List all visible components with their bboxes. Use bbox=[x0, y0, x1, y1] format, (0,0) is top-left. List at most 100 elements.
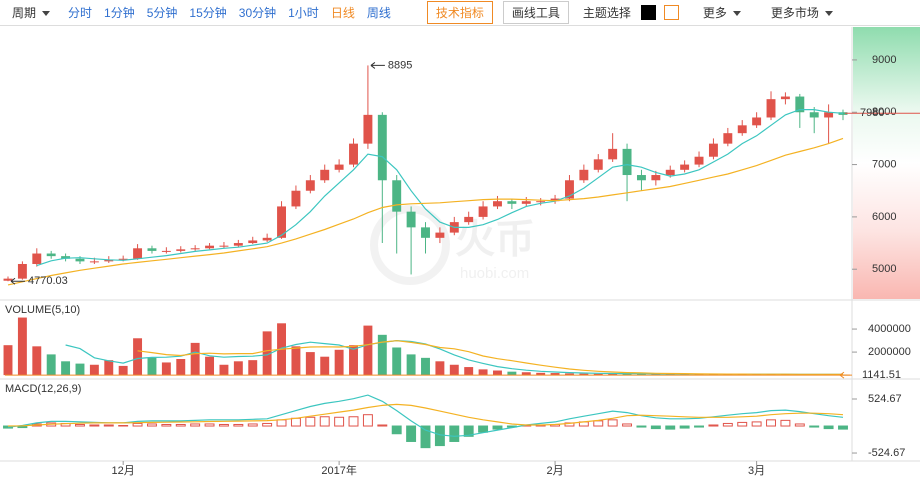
candle-body bbox=[680, 164, 690, 170]
macd-bar bbox=[823, 425, 834, 430]
volume-bar bbox=[219, 364, 229, 376]
macd-bar bbox=[722, 422, 733, 427]
volume-bar bbox=[118, 365, 128, 376]
y-tick-label: 4000000 bbox=[868, 323, 911, 335]
volume-bar bbox=[233, 361, 243, 376]
macd-bar bbox=[262, 422, 273, 427]
y-tick-label: 2000000 bbox=[868, 346, 911, 358]
volume-bar bbox=[550, 373, 560, 376]
macd-bar bbox=[305, 416, 316, 427]
volume-bar bbox=[262, 331, 272, 376]
macd-bar bbox=[319, 416, 330, 427]
interval-option[interactable]: 1分钟 bbox=[104, 6, 135, 20]
candle-body bbox=[766, 99, 776, 118]
min-label: 4770.03 bbox=[28, 275, 68, 287]
candle-body bbox=[622, 148, 632, 176]
interval-option[interactable]: 分时 bbox=[68, 6, 93, 20]
macd-bar bbox=[118, 425, 129, 427]
candle-body bbox=[277, 206, 286, 238]
watermark-site: huobi.com bbox=[460, 265, 529, 282]
macd-bar bbox=[406, 425, 417, 442]
volume-bar bbox=[291, 346, 301, 376]
volume-bar bbox=[593, 373, 603, 376]
volume-bar bbox=[32, 346, 42, 376]
watermark-logo bbox=[370, 205, 450, 285]
y-tick-label: -524.67 bbox=[868, 447, 905, 459]
last-price-label: 7980 bbox=[860, 107, 884, 119]
volume-last-label: 1141.51 bbox=[862, 369, 901, 381]
candle-body bbox=[32, 253, 42, 264]
interval-option[interactable]: 日线 bbox=[330, 6, 355, 20]
volume-bar bbox=[46, 354, 56, 376]
candle-body bbox=[665, 169, 675, 176]
macd-bar bbox=[362, 414, 373, 427]
candle-body bbox=[392, 180, 402, 212]
volume-average-line bbox=[137, 340, 844, 375]
volume-bar bbox=[104, 360, 114, 376]
macd-bar bbox=[377, 424, 388, 427]
candle-body bbox=[104, 259, 114, 262]
theme-label: 主题选择 bbox=[582, 6, 631, 20]
volume-bar bbox=[579, 373, 589, 376]
volume-bar bbox=[89, 364, 99, 376]
x-tick-label: 2月 bbox=[547, 465, 564, 477]
candle-body bbox=[349, 143, 358, 165]
candle-body bbox=[377, 114, 387, 181]
interval-option[interactable]: 15分钟 bbox=[189, 6, 227, 20]
candle-body bbox=[421, 227, 430, 238]
macd-bar bbox=[766, 419, 776, 427]
macd-bar bbox=[132, 422, 143, 427]
candle-body bbox=[651, 175, 661, 181]
macd-bar bbox=[247, 423, 258, 427]
theme-light[interactable] bbox=[663, 5, 679, 20]
macd-bar bbox=[650, 425, 661, 430]
volume-bar bbox=[636, 373, 646, 376]
volume-bar bbox=[248, 360, 258, 376]
macd-title: MACD(12,26,9) bbox=[5, 383, 81, 395]
candle-body bbox=[363, 114, 373, 144]
candle-body bbox=[89, 261, 99, 263]
theme-dark[interactable] bbox=[640, 5, 656, 20]
x-tick-label: 12月 bbox=[112, 465, 135, 477]
volume-bar bbox=[61, 361, 71, 376]
min-arrow bbox=[10, 277, 25, 285]
more-markets-dropdown[interactable]: 更多市场 bbox=[771, 4, 833, 21]
candle-body bbox=[824, 112, 834, 118]
moving-average-line bbox=[7, 137, 844, 286]
macd-bar bbox=[794, 423, 805, 427]
interval-option[interactable]: 5分钟 bbox=[146, 6, 178, 20]
macd-bar bbox=[233, 423, 244, 427]
candle-body bbox=[579, 169, 589, 181]
interval-option[interactable]: 周线 bbox=[366, 6, 391, 20]
y-tick-label: 6000 bbox=[872, 211, 896, 223]
interval-option[interactable]: 1小时 bbox=[288, 6, 319, 20]
macd-bar bbox=[449, 425, 460, 442]
volume-bar bbox=[205, 356, 215, 376]
volume-bar bbox=[435, 361, 445, 376]
indicator-button[interactable]: 技术指标 bbox=[426, 1, 493, 24]
candle-body bbox=[334, 164, 344, 170]
candle-body bbox=[305, 180, 315, 191]
candle-body bbox=[248, 240, 258, 244]
volume-bar bbox=[334, 349, 344, 376]
macd-bar bbox=[348, 416, 359, 427]
candle-body bbox=[147, 248, 157, 251]
macd-bar bbox=[434, 425, 445, 447]
period-dropdown[interactable]: 周期 bbox=[12, 4, 50, 21]
y-tick-label: 8000 bbox=[872, 106, 896, 118]
macd-bar bbox=[838, 425, 848, 430]
more-dropdown[interactable]: 更多 bbox=[703, 4, 741, 21]
volume-bar bbox=[133, 338, 143, 376]
volume-bar bbox=[521, 372, 531, 376]
macd-bar bbox=[478, 425, 489, 433]
volume-bar bbox=[190, 342, 200, 376]
candle-body bbox=[190, 248, 200, 250]
volume-bar bbox=[363, 325, 373, 376]
drawing-button[interactable]: 画线工具 bbox=[502, 1, 569, 24]
candle-body bbox=[406, 211, 416, 228]
interval-option[interactable]: 30分钟 bbox=[238, 6, 277, 20]
candle-body bbox=[593, 159, 603, 170]
volume-bar bbox=[622, 373, 632, 376]
volume-bar bbox=[464, 367, 474, 376]
candle-body bbox=[75, 258, 85, 262]
